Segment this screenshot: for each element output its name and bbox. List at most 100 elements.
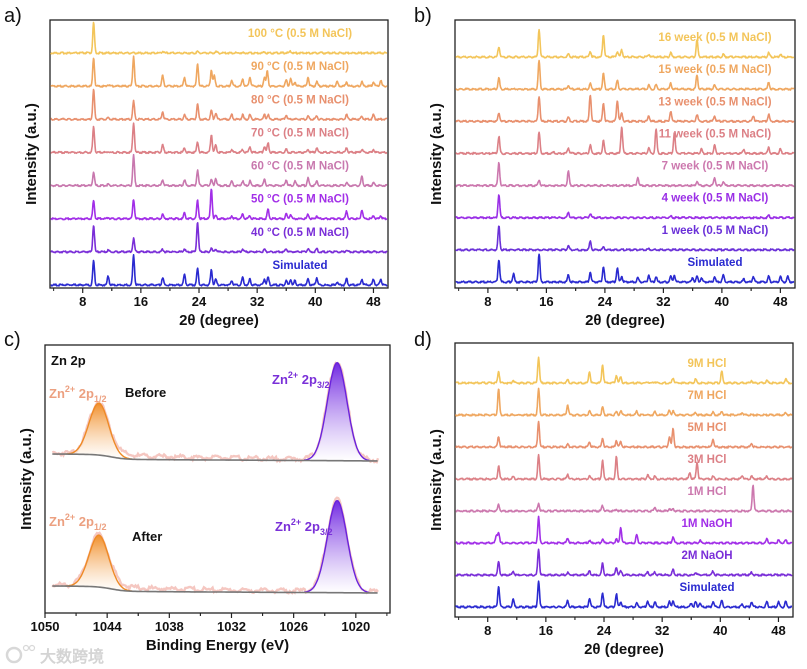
plot-frame [454,19,796,289]
watermark-logo-icon [28,644,36,652]
peak-label-2p-1-2: Zn2+ 2p1/2 [49,384,106,404]
label-subscript: 3/2 [320,527,333,537]
peak-label-2p-3-2: Zn2+ 2p3/2 [275,517,332,537]
panel-label: c) [4,329,21,351]
panel-label: b) [414,5,432,27]
series-label: 16 week (0.5 M NaCl) [658,32,771,44]
label-charge: 2+ [291,517,301,527]
label-subscript: 3/2 [317,380,330,390]
background-line [52,453,378,462]
xrd-pattern-line [455,161,795,188]
label-subscript: 1/2 [94,394,107,404]
xrd-pattern-line [455,194,795,220]
plot-frame [49,19,389,289]
watermark-logo-icon [5,646,23,664]
series-label: 100 °C (0.5 M NaCl) [248,28,352,40]
xrd-pattern-line [50,222,388,254]
fitted-peak-line [65,534,133,592]
panel-b: b) 8 16 24 32 40 48 2θ (degree) Intensity (a.u.)… [414,5,796,329]
y-axis-title: Intensity (a.u.) [428,103,445,205]
xrd-pattern-line [455,356,793,385]
label-orbital: 2p [75,386,94,401]
fitted-peak-line [303,361,370,462]
x-tick-label: 1038 [155,619,184,634]
x-tick-label: 48 [773,294,787,309]
fitted-peak-line [303,499,370,594]
x-tick-label: 16 [539,623,553,638]
x-axis-title: 2θ (degree) [584,641,664,658]
spectrum-name: Before [125,385,166,400]
series-label: 4 week (0.5 M NaCl) [662,193,769,205]
series-label: Simulated [688,257,743,269]
xrd-pattern-line [50,88,388,121]
series-label: 1M NaOH [681,518,732,530]
x-tick-label: 1050 [31,619,60,634]
label-orbital: 2p [75,514,94,529]
series-label: 13 week (0.5 M NaCl) [658,96,771,108]
x-tick-label: 1044 [93,619,123,634]
xrd-pattern-line [50,188,388,221]
fitted-peak-line [65,402,133,460]
y-axis-title: Intensity (a.u.) [23,103,40,205]
x-axis-title: 2θ (degree) [585,312,665,329]
series-label: 90 °C (0.5 M NaCl) [251,61,349,73]
panel-d: d) 8 16 24 32 40 48 2θ (degree) Intensity (a.u.)… [414,329,794,658]
label-ion: Zn [272,372,288,387]
xrd-pattern-line [455,580,793,609]
x-tick-label: 32 [656,294,670,309]
watermark-text: 大数跨境 [40,647,104,666]
series-label: Simulated [680,582,735,594]
panel-label: d) [414,329,432,351]
spectrum-name: After [132,529,162,544]
x-tick-label: 1032 [217,619,246,634]
xrd-pattern-line [455,225,795,252]
y-axis-title: Intensity (a.u.) [428,429,445,531]
label-charge: 2+ [65,512,75,522]
x-tick-label: 40 [713,623,727,638]
xrd-pattern-line [455,420,793,449]
x-tick-label: 40 [715,294,729,309]
panel-a: a) 8 16 24 32 40 48 2θ (degree) Intensity (a.u.)… [4,5,389,329]
panel-c: c) 1050 1044 1038 1032 1026 1020 Binding Energy… [4,329,391,654]
xrd-pattern-line [455,484,793,513]
label-ion: Zn [49,514,65,529]
xrd-pattern-line [50,153,388,188]
series-label: 2M NaOH [681,550,732,562]
watermark: 大数跨境 [5,644,104,666]
xrd-pattern-line [50,122,388,155]
xrd-pattern-line [454,387,793,417]
watermark-logo-icon [22,644,30,652]
xrd-pattern-line [455,548,793,577]
xrd-pattern-line [455,126,795,156]
x-tick-label: 8 [484,294,491,309]
label-charge: 2+ [65,384,75,394]
label-ion: Zn [49,386,65,401]
xrd-pattern-line [455,453,793,481]
series-label: 3M HCl [688,454,727,466]
plot-frame [44,344,391,614]
series-label: 50 °C (0.5 M NaCl) [251,194,349,206]
panel-label: a) [4,5,22,27]
xrd-pattern-line [50,21,388,55]
xrd-pattern-line [455,515,793,545]
spectrum-title: Zn 2p [51,353,86,368]
y-axis-title: Intensity (a.u.) [18,428,35,530]
label-orbital: 2p [301,519,320,534]
label-subscript: 1/2 [94,522,107,532]
plot-frame [454,342,794,618]
series-label: 1 week (0.5 M NaCl) [662,225,769,237]
x-tick-label: 32 [655,623,669,638]
x-tick-label: 8 [79,294,86,309]
series-label: 11 week (0.5 M NaCl) [659,128,772,140]
xrd-pattern-line [455,253,795,284]
x-tick-label: 24 [597,623,612,638]
series-label: 5M HCl [688,422,727,434]
peak-fill-area [304,500,370,593]
peak-label-2p-3-2: Zn2+ 2p3/2 [272,370,329,390]
series-label: 7M HCl [688,390,727,402]
peak-label-2p-1-2: Zn2+ 2p1/2 [49,512,106,532]
label-ion: Zn [275,519,291,534]
x-tick-label: 40 [308,294,322,309]
x-tick-label: 24 [598,294,613,309]
